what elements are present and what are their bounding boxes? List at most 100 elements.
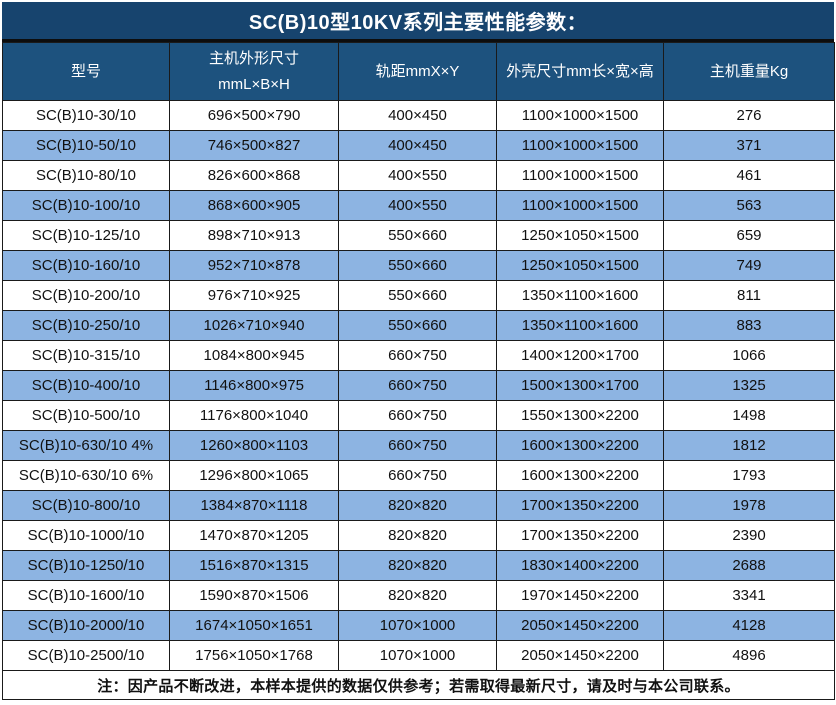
table-row: SC(B)10-200/10 976×710×925 550×660 1350×110… [2, 280, 835, 311]
table-cell: 1100×1000×1500 [496, 160, 664, 191]
table-cell: 1100×1000×1500 [496, 100, 664, 131]
table-cell: 1970×1450×2200 [496, 580, 664, 611]
table-cell: 4896 [663, 640, 835, 671]
table-cell: 1498 [663, 400, 835, 431]
table-cell: 1756×1050×1768 [169, 640, 339, 671]
table-cell: 811 [663, 280, 835, 311]
table-cell: 1146×800×975 [169, 370, 339, 401]
table-cell: 461 [663, 160, 835, 191]
table-cell: 660×750 [338, 430, 497, 461]
table-cell: 1070×1000 [338, 610, 497, 641]
table-cell: SC(B)10-630/10 4% [2, 430, 170, 461]
table-row: SC(B)10-2000/10 1674×1050×1651 1070×1000 20… [2, 610, 835, 641]
table-cell: SC(B)10-1600/10 [2, 580, 170, 611]
table-cell: 1793 [663, 460, 835, 491]
table-row: SC(B)10-315/10 1084×800×945 660×750 1400×12… [2, 340, 835, 371]
table-cell: 1516×870×1315 [169, 550, 339, 581]
table-cell: 868×600×905 [169, 190, 339, 221]
table-cell: 826×600×868 [169, 160, 339, 191]
table-cell: SC(B)10-400/10 [2, 370, 170, 401]
table-row: SC(B)10-160/10 952×710×878 550×660 1250×105… [2, 250, 835, 281]
table-cell: 1674×1050×1651 [169, 610, 339, 641]
table-cell: 659 [663, 220, 835, 251]
table-title-bar: SC(B)10型10KV系列主要性能参数： [2, 2, 834, 42]
table-cell: 660×750 [338, 340, 497, 371]
table-cell: 976×710×925 [169, 280, 339, 311]
table-cell: 820×820 [338, 550, 497, 581]
table-cell: 2050×1450×2200 [496, 610, 664, 641]
table-cell: 1084×800×945 [169, 340, 339, 371]
column-header-model: 型号 [2, 42, 170, 101]
table-cell: 1590×870×1506 [169, 580, 339, 611]
table-cell: SC(B)10-125/10 [2, 220, 170, 251]
table-cell: 1400×1200×1700 [496, 340, 664, 371]
table-cell: SC(B)10-800/10 [2, 490, 170, 521]
table-cell: 1100×1000×1500 [496, 130, 664, 161]
table-cell: 563 [663, 190, 835, 221]
table-cell: 1026×710×940 [169, 310, 339, 341]
table-header: 型号 主机外形尺寸 mmL×B×H 轨距mmX×Y 外壳尺寸mm长×宽×高 主机… [2, 42, 835, 101]
table-cell: SC(B)10-315/10 [2, 340, 170, 371]
column-header-weight: 主机重量Kg [663, 42, 835, 101]
table-cell: 1350×1100×1600 [496, 280, 664, 311]
table-cell: 1600×1300×2200 [496, 460, 664, 491]
table-body: SC(B)10-30/10 696×500×790 400×450 1100×1000… [2, 100, 835, 671]
table-cell: SC(B)10-2000/10 [2, 610, 170, 641]
table-cell: 1176×800×1040 [169, 400, 339, 431]
table-cell: 1250×1050×1500 [496, 220, 664, 251]
table-cell: 400×550 [338, 190, 497, 221]
table-cell: 1600×1300×2200 [496, 430, 664, 461]
header-row: 型号 主机外形尺寸 mmL×B×H 轨距mmX×Y 外壳尺寸mm长×宽×高 主机… [2, 42, 835, 101]
table-cell: SC(B)10-100/10 [2, 190, 170, 221]
table-cell: 1250×1050×1500 [496, 250, 664, 281]
table-cell: 1830×1400×2200 [496, 550, 664, 581]
table-cell: 550×660 [338, 310, 497, 341]
table-cell: 820×820 [338, 580, 497, 611]
table-cell: 2688 [663, 550, 835, 581]
footer-note: 注：因产品不断改进，本样本提供的数据仅供参考；若需取得最新尺寸，请及时与本公司联… [2, 670, 835, 700]
table-cell: 883 [663, 310, 835, 341]
table-cell: 2390 [663, 520, 835, 551]
table-cell: SC(B)10-2500/10 [2, 640, 170, 671]
table-row: SC(B)10-800/10 1384×870×1118 820×820 1700×1… [2, 490, 835, 521]
table-cell: SC(B)10-250/10 [2, 310, 170, 341]
table-row: SC(B)10-2500/10 1756×1050×1768 1070×1000 20… [2, 640, 835, 671]
table-cell: 749 [663, 250, 835, 281]
table-cell: 371 [663, 130, 835, 161]
table-cell: 820×820 [338, 490, 497, 521]
table-cell: SC(B)10-80/10 [2, 160, 170, 191]
table-row: SC(B)10-50/10 746×500×827 400×450 1100×1000… [2, 130, 835, 161]
table-row: SC(B)10-1000/10 1470×870×1205 820×820 1700×… [2, 520, 835, 551]
table-row: SC(B)10-250/10 1026×710×940 550×660 1350×11… [2, 310, 835, 341]
table-row: SC(B)10-630/10 6% 1296×800×1065 660×750 160… [2, 460, 835, 491]
table-cell: 1550×1300×2200 [496, 400, 664, 431]
table-cell: 746×500×827 [169, 130, 339, 161]
table-cell: 550×660 [338, 250, 497, 281]
table-cell: 1812 [663, 430, 835, 461]
table-cell: 820×820 [338, 520, 497, 551]
table-cell: 660×750 [338, 400, 497, 431]
table-cell: 1470×870×1205 [169, 520, 339, 551]
column-header-shell-dimensions: 外壳尺寸mm长×宽×高 [496, 42, 664, 101]
table-cell: SC(B)10-50/10 [2, 130, 170, 161]
table-cell: 696×500×790 [169, 100, 339, 131]
table-footer: 注：因产品不断改进，本样本提供的数据仅供参考；若需取得最新尺寸，请及时与本公司联… [2, 670, 835, 700]
table-cell: 1066 [663, 340, 835, 371]
table-cell: SC(B)10-1250/10 [2, 550, 170, 581]
table-cell: 1100×1000×1500 [496, 190, 664, 221]
table-cell: SC(B)10-1000/10 [2, 520, 170, 551]
table-row: SC(B)10-125/10 898×710×913 550×660 1250×105… [2, 220, 835, 251]
footer-row: 注：因产品不断改进，本样本提供的数据仅供参考；若需取得最新尺寸，请及时与本公司联… [2, 670, 835, 700]
table-cell: 952×710×878 [169, 250, 339, 281]
table-cell: SC(B)10-500/10 [2, 400, 170, 431]
table-row: SC(B)10-1600/10 1590×870×1506 820×820 1970×… [2, 580, 835, 611]
table-cell: 400×450 [338, 100, 497, 131]
table-cell: 1070×1000 [338, 640, 497, 671]
table-cell: 1978 [663, 490, 835, 521]
table-cell: 898×710×913 [169, 220, 339, 251]
table-row: SC(B)10-500/10 1176×800×1040 660×750 1550×1… [2, 400, 835, 431]
spec-table: 型号 主机外形尺寸 mmL×B×H 轨距mmX×Y 外壳尺寸mm长×宽×高 主机… [2, 42, 835, 700]
table-row: SC(B)10-80/10 826×600×868 400×550 1100×1000… [2, 160, 835, 191]
table-cell: 3341 [663, 580, 835, 611]
